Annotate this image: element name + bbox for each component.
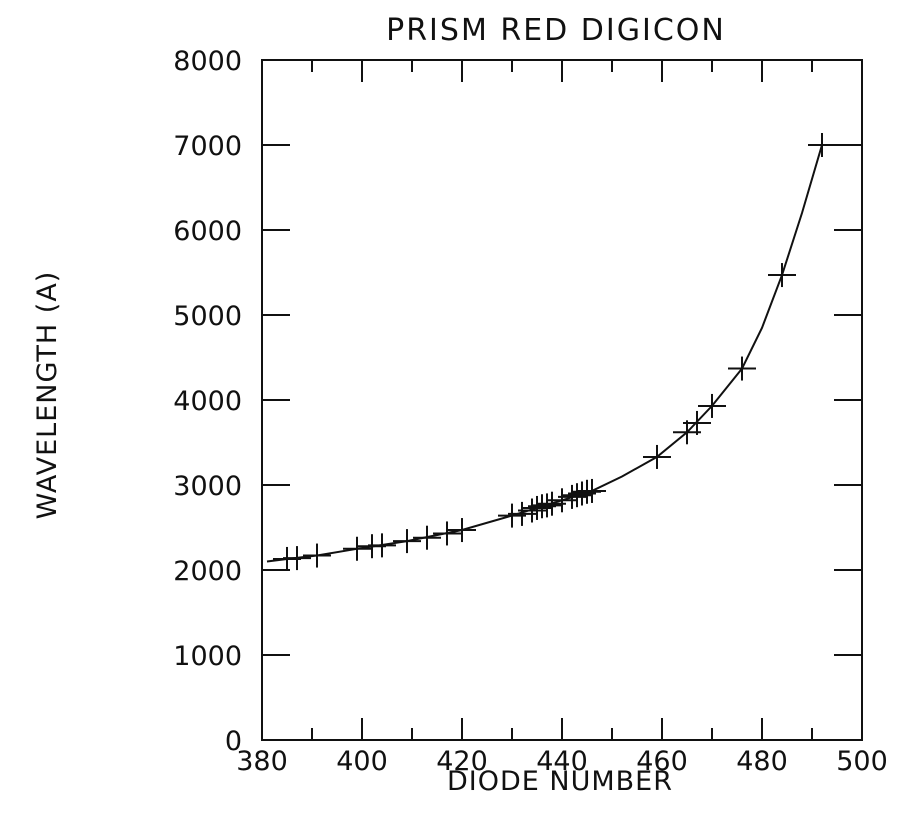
data-points-layer [273, 133, 836, 571]
fit-curve-layer [266, 144, 862, 563]
y-axis-ticks [262, 59, 862, 741]
data-point-marker [303, 543, 331, 568]
y-tick-label: 2000 [173, 556, 242, 587]
x-tick-label: 460 [636, 746, 688, 777]
data-point-marker [768, 263, 796, 288]
x-axis-ticks [261, 60, 863, 740]
data-point-marker [413, 525, 441, 550]
y-axis-tick-labels: 0 1000 2000 3000 4000 5000 6000 7000 8000 [173, 46, 242, 757]
y-axis-title: WAVELENGTH (A) [32, 271, 63, 520]
plot-border [261, 59, 863, 741]
x-tick-label: 400 [336, 746, 388, 777]
data-point-marker [393, 529, 421, 554]
y-tick-label: 5000 [173, 301, 242, 332]
y-tick-label: 4000 [173, 386, 242, 417]
y-tick-label: 8000 [173, 46, 242, 77]
x-axis-tick-labels: 380 400 420 440 460 480 500 [236, 746, 888, 777]
data-point-marker [433, 521, 461, 546]
data-point-marker [683, 410, 711, 435]
x-tick-label: 480 [736, 746, 788, 777]
chart-title: PRISM RED DIGICON [386, 13, 726, 48]
fit-curve [266, 144, 862, 563]
data-point-marker [368, 533, 396, 558]
data-point-marker [578, 478, 606, 503]
data-point-marker [448, 518, 476, 543]
data-point-marker [343, 536, 371, 561]
data-point-marker [728, 356, 756, 381]
y-tick-label: 1000 [173, 641, 242, 672]
data-point-marker [283, 546, 311, 571]
x-axis-title: DIODE NUMBER [447, 766, 673, 797]
x-tick-label: 440 [536, 746, 588, 777]
plot-frame [261, 59, 863, 741]
data-point-marker [533, 493, 561, 518]
data-point-marker [808, 133, 836, 157]
y-tick-label: 3000 [173, 471, 242, 502]
x-tick-label: 420 [436, 746, 488, 777]
y-tick-label: 6000 [173, 216, 242, 247]
data-point-marker [643, 444, 671, 469]
y-tick-label: 7000 [173, 131, 242, 162]
x-tick-label: 380 [236, 746, 288, 777]
y-tick-label: 0 [225, 726, 242, 757]
data-point-marker [698, 393, 726, 418]
x-tick-label: 500 [836, 746, 888, 777]
